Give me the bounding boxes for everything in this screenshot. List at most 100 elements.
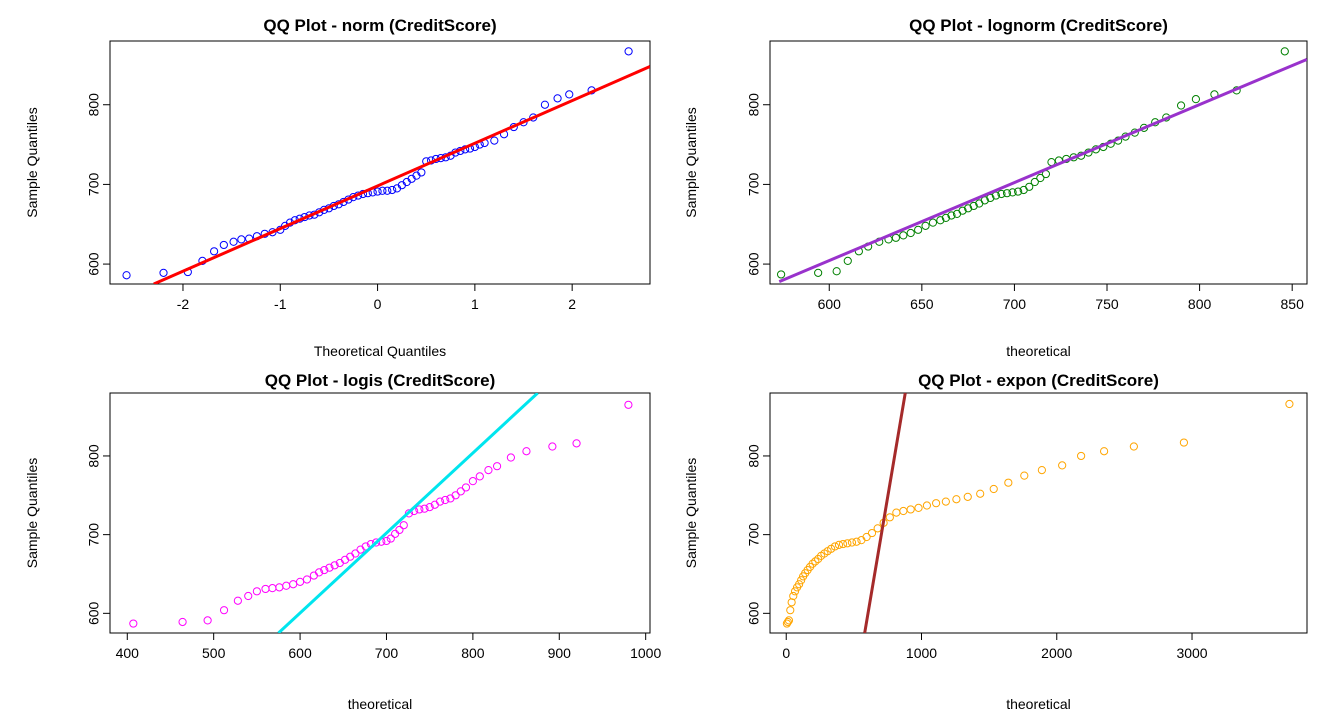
data-point (852, 537, 861, 546)
x-tick-label: 1 (471, 296, 479, 312)
data-point (159, 268, 168, 277)
y-tick-label: 800 (86, 93, 102, 117)
data-point (789, 591, 798, 601)
panel-logis: QQ Plot - logis (CreditScore) 400 500 600 70… (24, 371, 661, 712)
plot-frame (769, 392, 1308, 634)
x-tick-label: -1 (274, 296, 287, 312)
data-point (282, 581, 291, 590)
data-point (784, 616, 794, 625)
data-point (922, 501, 932, 510)
data-point (811, 557, 820, 566)
data-point (553, 94, 562, 103)
x-tick-label: 2 (568, 296, 576, 312)
sample-points (777, 47, 1289, 279)
data-point (295, 577, 305, 586)
data-point (794, 580, 804, 589)
data-point (941, 213, 951, 222)
x-tick-label: 650 (910, 296, 934, 312)
data-point (838, 539, 848, 549)
data-point (783, 617, 792, 627)
data-point (1008, 188, 1017, 197)
data-point (1058, 461, 1067, 470)
data-point (624, 400, 633, 409)
data-point (843, 256, 852, 265)
x-tick-label: 1000 (906, 645, 937, 661)
data-point (914, 503, 923, 512)
data-point (834, 540, 844, 549)
data-point (361, 542, 370, 551)
data-point (289, 580, 298, 589)
data-point (275, 583, 284, 592)
plot-frame (109, 40, 651, 285)
data-point (787, 598, 796, 607)
x-tick-label: 600 (288, 645, 312, 661)
data-point (461, 483, 471, 492)
y-tick-label: 700 (86, 173, 102, 197)
x-tick-label: 700 (375, 645, 399, 661)
data-point (233, 596, 242, 605)
data-point (914, 225, 923, 234)
y-tick-label: 800 (86, 444, 102, 468)
data-point (425, 502, 434, 512)
data-point (921, 221, 930, 230)
y-tick-label: 600 (86, 252, 102, 276)
x-tick-label: 1000 (630, 645, 661, 661)
data-point (219, 606, 229, 615)
data-point (814, 268, 823, 277)
data-point (980, 196, 989, 205)
reference-line (277, 393, 539, 633)
x-tick-label: -2 (177, 296, 190, 312)
data-point (415, 505, 424, 514)
data-point (309, 571, 319, 580)
data-point (1280, 47, 1289, 56)
x-tick-label: 800 (1188, 296, 1212, 312)
data-point (129, 619, 138, 628)
data-point (790, 587, 800, 596)
reference-line (778, 57, 1307, 283)
data-point (351, 549, 360, 558)
data-point (346, 552, 355, 561)
y-tick-label: 600 (746, 252, 762, 276)
data-point (506, 453, 515, 462)
x-tick-label: 900 (548, 645, 572, 661)
data-point (435, 497, 445, 506)
panel-expon: QQ Plot - expon (CreditScore) 0 1000 2000 30… (683, 371, 1308, 712)
y-tick-label: 800 (746, 93, 762, 117)
x-tick-label: 3000 (1176, 645, 1207, 661)
data-point (1002, 189, 1012, 198)
data-point (484, 466, 493, 475)
data-point (490, 136, 499, 145)
data-point (952, 495, 961, 504)
data-point (356, 545, 365, 554)
x-tick-label: 500 (202, 645, 226, 661)
data-point (522, 447, 531, 456)
x-tick-label: 750 (1095, 296, 1119, 312)
data-point (314, 568, 324, 577)
chart-title: QQ Plot - norm (CreditScore) (263, 16, 496, 35)
data-point (446, 494, 455, 503)
y-tick-label: 800 (746, 444, 762, 468)
data-point (572, 439, 581, 448)
x-tick-label: 800 (461, 645, 485, 661)
sample-points (782, 399, 1294, 628)
data-point (899, 231, 908, 240)
data-point (1037, 466, 1046, 475)
chart-title: QQ Plot - lognorm (CreditScore) (909, 16, 1168, 35)
data-point (244, 591, 253, 601)
data-point (986, 193, 995, 203)
data-point (891, 233, 901, 242)
data-point (928, 218, 938, 227)
data-point (899, 506, 908, 516)
data-point (906, 228, 915, 238)
y-axis-label: Sample Quantiles (683, 107, 699, 218)
data-point (830, 542, 840, 551)
y-tick-label: 700 (746, 173, 762, 197)
panel-lognorm: QQ Plot - lognorm (CreditScore) 600 650 700… (683, 16, 1308, 359)
data-point (492, 462, 502, 471)
data-point (958, 206, 967, 215)
sample-points (122, 47, 633, 280)
data-point (1014, 187, 1023, 196)
data-point (391, 529, 400, 538)
data-point (261, 584, 270, 594)
chart-title: QQ Plot - expon (CreditScore) (918, 371, 1159, 390)
